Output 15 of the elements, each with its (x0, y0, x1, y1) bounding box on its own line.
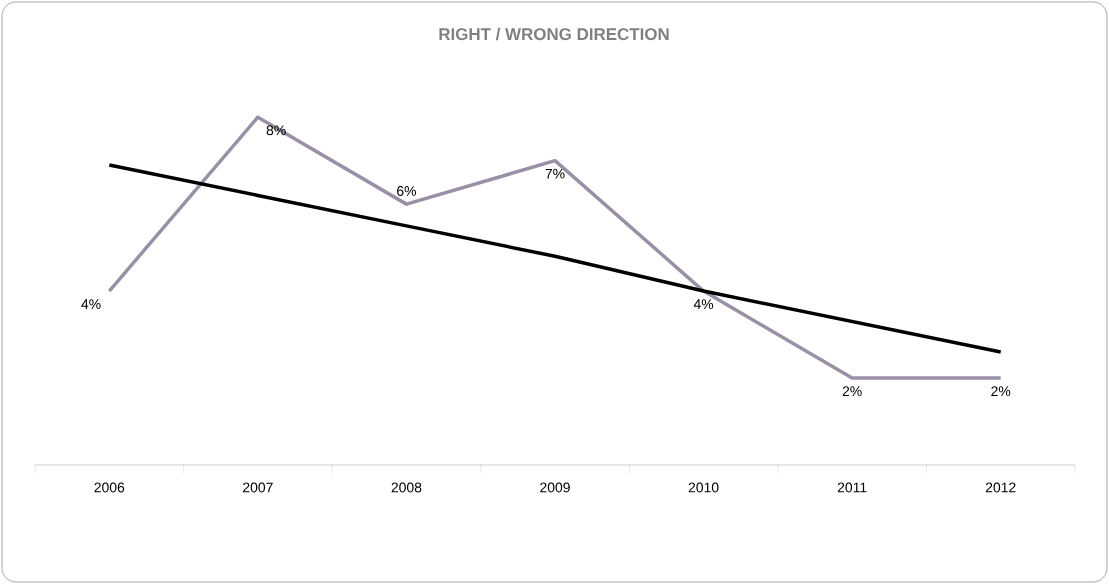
data-label: 2% (842, 386, 862, 397)
x-tick-label: 2006 (94, 482, 125, 493)
x-tick-label: 2008 (391, 482, 422, 493)
x-tick-label: 2007 (243, 482, 273, 493)
chart-title: RIGHT / WRONG DIRECTION (439, 27, 669, 41)
data-label: 2% (991, 386, 1011, 397)
data-label: 7% (545, 168, 565, 179)
data-label: 4% (81, 299, 101, 310)
data-label: 4% (693, 299, 714, 310)
data-label: 8% (266, 125, 286, 136)
x-tick-label: 2010 (688, 482, 719, 493)
x-tick-label: 2012 (985, 482, 1016, 493)
x-tick-label: 2009 (540, 482, 570, 493)
x-tick-label: 2011 (837, 482, 867, 493)
data-label: 6% (397, 186, 417, 196)
